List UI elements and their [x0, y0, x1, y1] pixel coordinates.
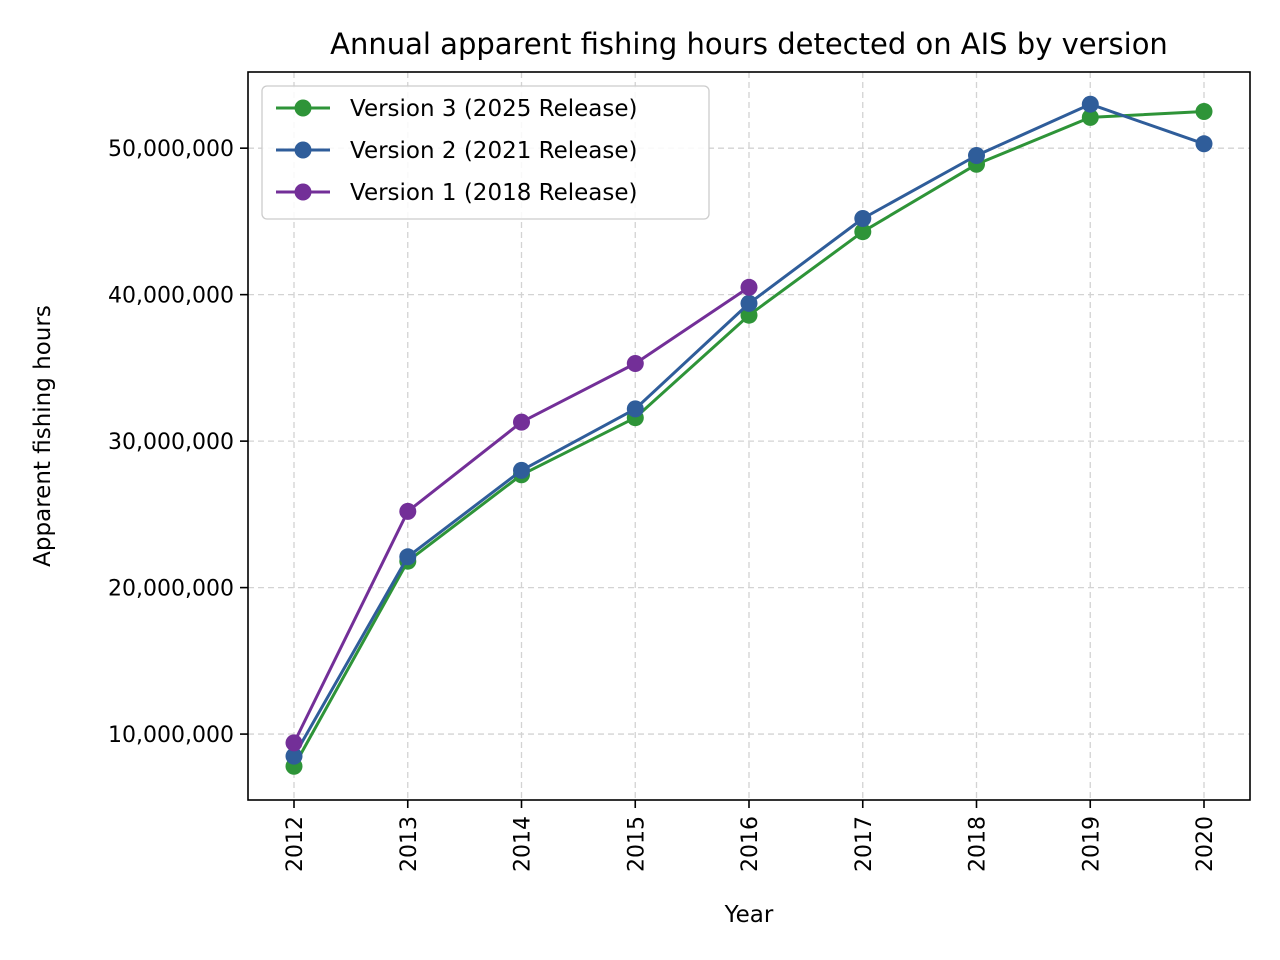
axis-layer: 2012 2013 2014 2015 2016 2017 2018 2019 2020 10,0… — [108, 137, 1218, 872]
legend-box — [261, 85, 710, 220]
data-point — [626, 355, 644, 372]
data-point — [1081, 95, 1099, 113]
data-point — [513, 413, 530, 431]
x-tick-label: 2014 — [511, 816, 536, 872]
y-tick-label: 30,000,000 — [108, 430, 234, 455]
data-point — [854, 210, 872, 227]
x-tick-label: 2012 — [283, 816, 308, 872]
series-group — [285, 95, 1213, 765]
legend-label: Version 3 (2025 Release) — [350, 96, 638, 122]
data-point — [513, 461, 530, 479]
data-point — [740, 278, 758, 296]
x-tick-label: 2013 — [397, 816, 422, 872]
data-point — [1195, 103, 1213, 120]
data-point — [285, 734, 303, 752]
legend-label: Version 2 (2021 Release) — [350, 138, 638, 164]
data-point — [626, 400, 644, 418]
x-tick-label: 2018 — [966, 816, 991, 872]
data-point — [854, 223, 872, 241]
series-layer — [285, 95, 1213, 775]
data-point — [740, 294, 758, 312]
x-tick-label: 2017 — [852, 816, 877, 872]
x-tick-label: 2020 — [1193, 816, 1218, 872]
legend: Version 3 (2025 Release) Version 2 (2021 … — [261, 85, 710, 220]
data-point — [968, 147, 985, 164]
y-tick-label: 40,000,000 — [108, 284, 234, 309]
data-point — [285, 747, 303, 765]
x-axis-label: Year — [724, 902, 774, 928]
data-point — [399, 502, 417, 520]
y-tick-label: 20,000,000 — [108, 577, 234, 602]
data-point — [1081, 108, 1099, 126]
y-tick-label: 50,000,000 — [108, 137, 234, 162]
data-point — [1195, 135, 1213, 153]
y-tick-label: 10,000,000 — [108, 723, 234, 748]
legend-marker — [294, 183, 312, 201]
x-tick-label: 2016 — [738, 816, 763, 872]
series-group — [285, 278, 758, 752]
x-tick-label: 2019 — [1079, 816, 1104, 872]
legend-marker — [294, 99, 312, 117]
data-point — [740, 306, 758, 324]
x-tick-label: 2015 — [624, 816, 649, 872]
y-axis-label: Apparent fishing hours — [30, 305, 56, 567]
legend-marker — [294, 141, 312, 159]
chart-title: Annual apparent fishing hours detected o… — [330, 27, 1168, 61]
data-point — [399, 548, 417, 566]
legend-label: Version 1 (2018 Release) — [350, 180, 638, 206]
